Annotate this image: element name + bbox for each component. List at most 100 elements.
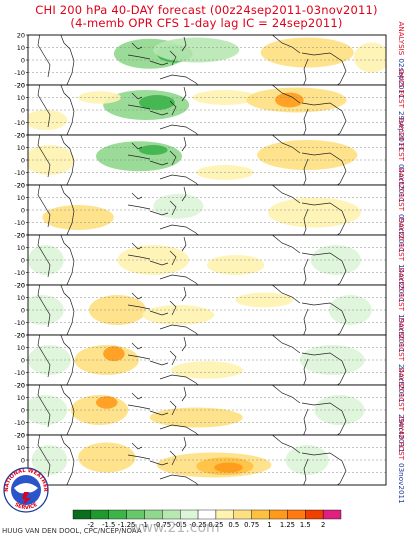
coast-segment [37, 35, 51, 78]
coast-segment [60, 135, 75, 185]
coast-segment [149, 460, 169, 466]
colorbar: -2 -1.5 -1.25 -1 -0.75 -0.5 -0.25 0.25 0.5 0.75 1 1… [72, 509, 342, 529]
coast-segment [159, 324, 199, 335]
coast-segment [149, 210, 169, 216]
colorbar-tick-label: 0.25 [208, 521, 223, 529]
anomaly-layer [28, 85, 386, 135]
y-tick-label: -20 [14, 82, 25, 90]
coast-segment [181, 236, 187, 252]
coast-segment [159, 374, 199, 385]
coast-segment [159, 424, 199, 435]
colorbar-swatch [179, 509, 199, 520]
colorbar-tick-label: -1 [141, 521, 148, 529]
y-tick-label: -10 [14, 119, 25, 127]
coast-segment [159, 124, 199, 135]
coast-segment [127, 54, 151, 60]
panel-19oct2011: 20 10 0 -10 -20 DAY25 FCST 19oct2011 [14, 267, 406, 352]
coast-segment [131, 292, 143, 300]
y-tick-label: -20 [14, 332, 25, 340]
panel-label-date: 29sep2011 [397, 111, 406, 151]
y-tick-label: 20 [17, 32, 25, 40]
colorbar-tick-label: -0.5 [174, 521, 187, 529]
y-tick-label: -20 [14, 432, 25, 440]
anomaly-layer [28, 35, 386, 85]
anomaly-blob [149, 407, 243, 428]
panel-label: ANALYSIS 02sep2011 [397, 21, 406, 98]
colorbar-tick-label: 1.5 [300, 521, 311, 529]
coast-segment [301, 352, 347, 385]
coast-segment [303, 208, 309, 235]
coast-segment [181, 186, 187, 202]
panel-29oct2011: 20 10 0 -10 -20 DAY35 FCST 29oct2011 [14, 367, 406, 452]
coast-segment [131, 192, 143, 200]
coast-segment [37, 235, 51, 278]
colorbar-swatch [108, 509, 127, 520]
y-tick-label: 20 [17, 382, 25, 390]
coast-segment [60, 235, 75, 285]
anomaly-blob [153, 37, 240, 63]
coast-segment [301, 102, 347, 135]
panel-label-date: 19oct2011 [397, 314, 406, 353]
y-tick-label: -20 [14, 382, 25, 390]
coast-segment [169, 350, 177, 366]
coast-segment [181, 436, 187, 452]
y-tick-label: 0 [21, 457, 25, 465]
anomaly-blob [207, 255, 265, 275]
colorbar-swatch [215, 509, 235, 520]
coast-segment [149, 110, 169, 116]
colorbar-tick-label: 1 [267, 521, 271, 529]
panel-label: DAY20 FCST 14oct2011 [397, 217, 406, 302]
coast-segment [37, 385, 51, 428]
coast-segment [303, 458, 309, 485]
colorbar-tick-label: 0.5 [228, 521, 239, 529]
anomaly-blob [267, 197, 361, 228]
coast-segment [271, 185, 301, 204]
colorbar-swatch [144, 509, 163, 520]
coast-segment [271, 385, 301, 404]
coast-segment [159, 224, 199, 235]
panel-02sep2011: 20 10 0 -10 -20 ANALYSIS 02sep2011 [14, 21, 406, 98]
panel-label-kind: DAY20 FCST [397, 217, 406, 261]
y-tick-label: -20 [14, 282, 25, 290]
coast-segment [131, 342, 143, 350]
coast-segment [181, 86, 187, 102]
panel-label-date: 02sep2011 [397, 58, 406, 98]
anomaly-blob [96, 396, 118, 409]
colorbar-swatch [162, 509, 181, 520]
y-tick-label: 20 [17, 132, 25, 140]
coast-segment [169, 450, 177, 466]
coastline [37, 85, 347, 135]
colorbar-swatch [90, 509, 109, 520]
coast-segment [127, 104, 151, 110]
panel-09oct2011: 20 10 0 -10 -20 DAY15 FCST 09oct2011 [14, 167, 406, 252]
coastline [37, 335, 347, 385]
panel-label-kind: DAY15 FCST [397, 167, 406, 211]
panel-label: DAY35 FCST 29oct2011 [397, 367, 406, 452]
coast-segment [169, 100, 177, 116]
panel-label-kind: DAY25 FCST [397, 267, 406, 311]
panel-04oct2011: 20 10 0 -10 -20 DAY10 FCST 04oct2011 [14, 117, 406, 202]
coast-segment [169, 300, 177, 316]
panel-03nov2011: 20 10 0 -10 -20 DAY40 FCST 03nov2011 [14, 416, 406, 503]
coast-segment [303, 108, 309, 135]
coast-segment [159, 174, 199, 185]
anomaly-blob [257, 140, 358, 170]
coast-segment [303, 158, 309, 185]
coast-segment [60, 185, 75, 235]
anomaly-blob [235, 292, 293, 308]
panel-label-date: 29oct2011 [397, 414, 406, 453]
coast-segment [60, 435, 75, 485]
y-tick-label: -10 [14, 319, 25, 327]
logo-cloud [14, 483, 38, 494]
panel-label-date: 14oct2011 [397, 264, 406, 303]
coast-segment [301, 402, 347, 435]
y-tick-label: 20 [17, 332, 25, 340]
coast-segment [131, 242, 143, 250]
y-tick-label: -20 [14, 132, 25, 140]
anomaly-blob [138, 95, 175, 110]
coast-segment [127, 254, 151, 260]
panel-label-date: 24oct2011 [397, 364, 406, 403]
coast-segment [131, 92, 143, 100]
y-tick-label: -10 [14, 219, 25, 227]
